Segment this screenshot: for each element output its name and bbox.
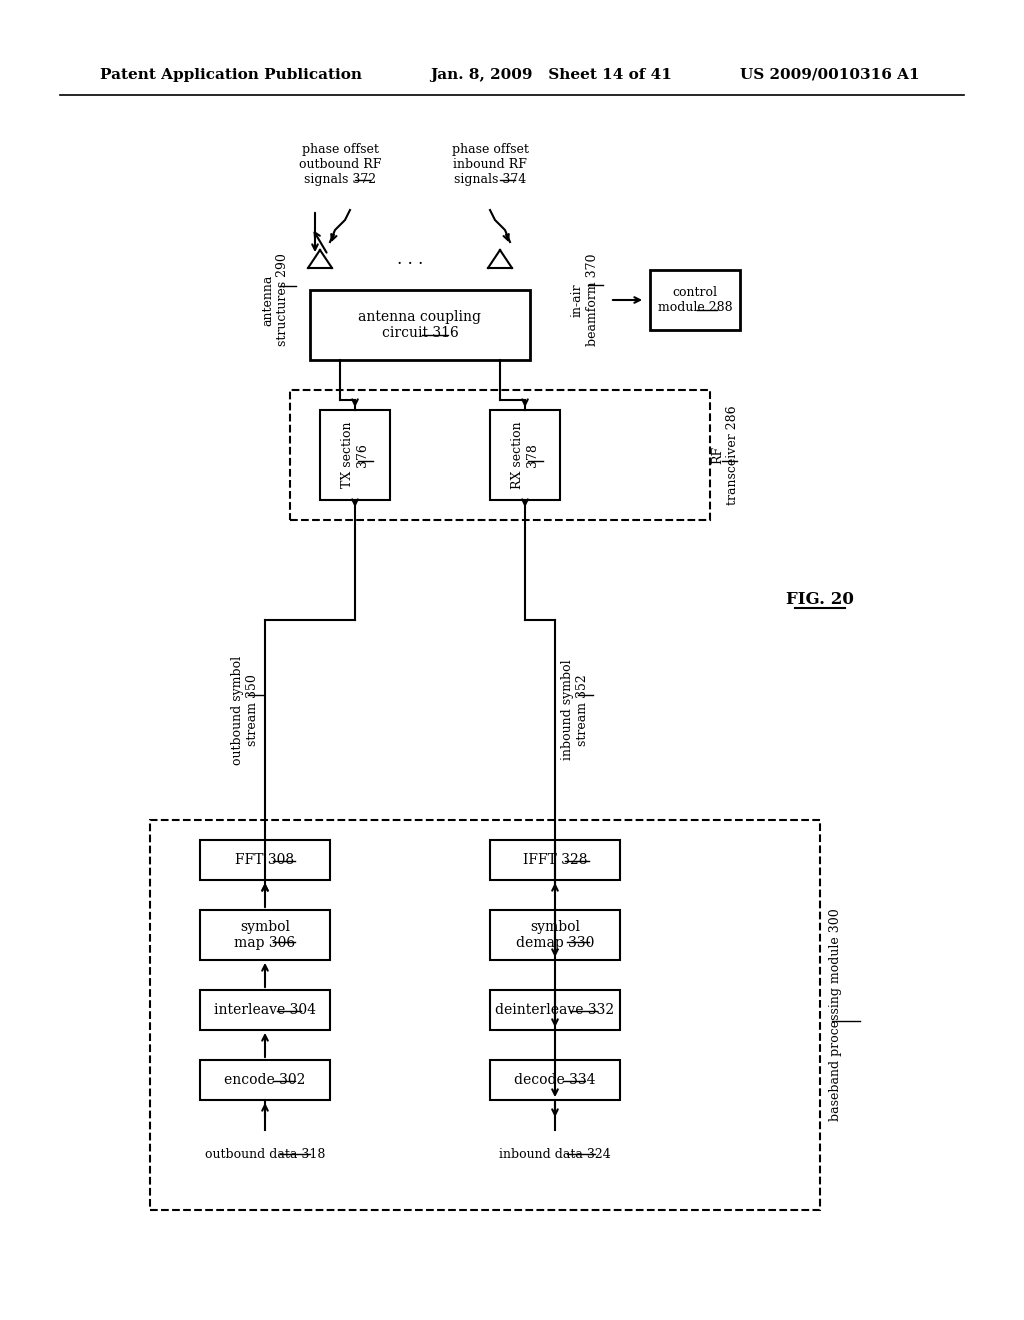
Bar — [319, 411, 390, 500]
Bar — [200, 990, 330, 1030]
Text: encode 302: encode 302 — [224, 1073, 306, 1086]
Text: inbound data 324: inbound data 324 — [499, 1148, 611, 1162]
Text: control
module 288: control module 288 — [657, 286, 732, 314]
Text: symbol
demap 330: symbol demap 330 — [516, 920, 594, 950]
Text: US 2009/0010316 A1: US 2009/0010316 A1 — [740, 69, 920, 82]
Text: Jan. 8, 2009   Sheet 14 of 41: Jan. 8, 2009 Sheet 14 of 41 — [430, 69, 672, 82]
Bar — [650, 271, 740, 330]
Text: inbound symbol
stream 352: inbound symbol stream 352 — [561, 660, 589, 760]
Text: phase offset
outbound RF
signals 372: phase offset outbound RF signals 372 — [299, 144, 381, 186]
Text: outbound symbol
stream 350: outbound symbol stream 350 — [231, 656, 259, 764]
Text: symbol
map 306: symbol map 306 — [234, 920, 296, 950]
Text: RF
transceiver 286: RF transceiver 286 — [711, 405, 739, 504]
Text: phase offset
inbound RF
signals 374: phase offset inbound RF signals 374 — [452, 144, 528, 186]
Text: in-air
beamform 370: in-air beamform 370 — [571, 253, 599, 346]
Bar — [490, 1060, 620, 1100]
Text: outbound data 318: outbound data 318 — [205, 1148, 326, 1162]
Text: FIG. 20: FIG. 20 — [786, 591, 854, 609]
Text: RX section
378: RX section 378 — [511, 421, 539, 488]
Text: decode 334: decode 334 — [514, 1073, 596, 1086]
Text: baseband processing module 300: baseband processing module 300 — [828, 908, 842, 1122]
Text: deinterleave 332: deinterleave 332 — [496, 1003, 614, 1016]
Bar — [490, 411, 560, 500]
Bar — [490, 990, 620, 1030]
Text: . . .: . . . — [397, 251, 423, 268]
Bar — [310, 290, 530, 360]
Text: FFT 308: FFT 308 — [236, 853, 295, 867]
Bar — [490, 909, 620, 960]
Bar — [200, 1060, 330, 1100]
Bar — [490, 840, 620, 880]
Bar — [200, 840, 330, 880]
Bar — [290, 389, 710, 520]
Text: IFFT 328: IFFT 328 — [522, 853, 587, 867]
Bar — [200, 909, 330, 960]
Text: Patent Application Publication: Patent Application Publication — [100, 69, 362, 82]
Text: interleave 304: interleave 304 — [214, 1003, 316, 1016]
Text: antenna
structures 290: antenna structures 290 — [261, 253, 289, 346]
Text: antenna coupling
circuit 316: antenna coupling circuit 316 — [358, 310, 481, 341]
Text: TX section
376: TX section 376 — [341, 422, 369, 488]
Bar — [150, 820, 820, 1210]
